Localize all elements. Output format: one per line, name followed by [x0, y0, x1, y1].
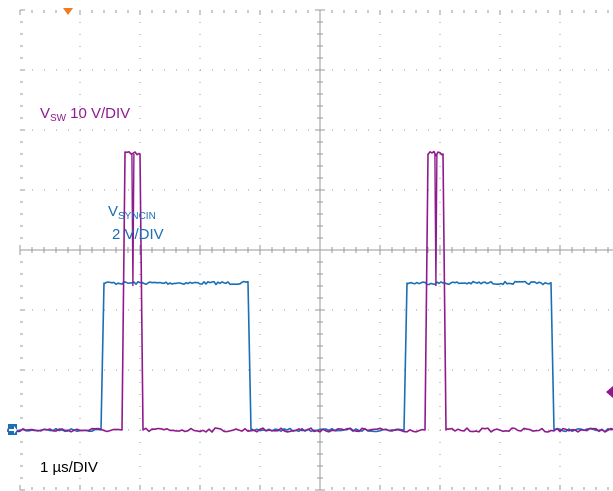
- time-scale-label: 1 µs/DIV: [40, 459, 98, 476]
- vsw-label: VSW 10 V/DIV: [40, 105, 130, 124]
- ground-arrow-icon: [9, 426, 17, 434]
- vsyncin-label-main: V: [108, 203, 118, 220]
- vsyncin-label-sub: SYNCIN: [118, 211, 156, 222]
- waveform-traces: [7, 150, 613, 433]
- vsyncin-label-scale: 2 V/DIV: [112, 226, 164, 243]
- vsw-ringing: [434, 153, 438, 287]
- trigger-marker: [63, 8, 73, 15]
- vsw-label-scale: 10 V/DIV: [70, 105, 130, 122]
- vsw-label-main: V: [40, 105, 50, 122]
- graticule: [19, 9, 613, 491]
- vsw-trace: [7, 150, 613, 433]
- trigger-level-marker: [606, 386, 613, 398]
- vsw-label-sub: SW: [50, 113, 67, 124]
- vsyncin-label: VSYNCIN: [108, 203, 156, 222]
- channel-labels: VSW 10 V/DIV VSYNCIN 2 V/DIV 1 µs/DIV: [40, 105, 164, 476]
- scope-markers: [8, 8, 613, 435]
- vsyncin-trace: [7, 280, 613, 433]
- vsw-ringing: [131, 153, 135, 287]
